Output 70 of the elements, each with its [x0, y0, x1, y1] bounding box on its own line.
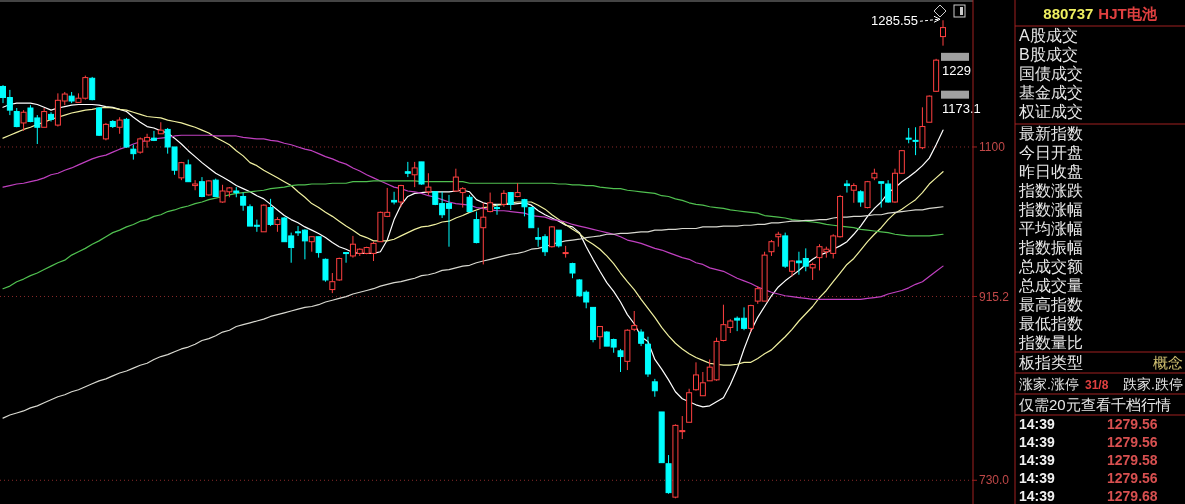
text: 国债成交	[1019, 65, 1083, 82]
text: 平均涨幅	[1019, 220, 1083, 237]
candlestick	[240, 192, 247, 212]
candlestick	[150, 130, 157, 142]
annotation: 1285.55	[871, 13, 918, 29]
candlestick	[343, 252, 350, 264]
text: 1279.68	[1107, 488, 1158, 504]
y-tick-label: 730.0	[979, 473, 1010, 488]
candlestick	[747, 304, 754, 333]
text: 权证成交	[1018, 103, 1083, 120]
candlestick	[41, 107, 48, 128]
text: 今日开盘	[1019, 144, 1083, 161]
text: 板指类型	[1018, 354, 1083, 371]
text: 14:39	[1019, 434, 1056, 450]
candlestick	[329, 272, 336, 294]
text: 涨家.涨停	[1019, 376, 1079, 392]
candlestick	[418, 161, 425, 186]
ref-line-label: 1229	[942, 62, 971, 78]
text: A股成交	[1019, 27, 1078, 44]
y-tick-label: 915.2	[979, 289, 1010, 304]
candlestick	[912, 126, 919, 156]
text: 最低指数	[1019, 315, 1083, 332]
line-series	[2, 206, 944, 419]
candlestick	[391, 191, 398, 205]
candlestick	[843, 179, 850, 194]
candlestick	[919, 106, 926, 150]
candlestick	[494, 203, 501, 216]
candlestick	[185, 159, 192, 183]
ref-line-label: 1173.1	[942, 100, 981, 116]
text: 14:39	[1019, 452, 1056, 468]
text: B股成交	[1019, 46, 1078, 63]
candlestick	[617, 348, 624, 373]
text: 指数量比	[1018, 334, 1083, 351]
text: 31/8	[1085, 378, 1109, 392]
candlestick	[425, 172, 432, 196]
candlestick	[322, 257, 329, 283]
text: 指数涨跌	[1018, 182, 1083, 199]
text: 总成交额	[1018, 258, 1083, 275]
text: 指数涨幅	[1018, 201, 1083, 218]
candlestick	[411, 161, 418, 188]
text: 1279.56	[1107, 434, 1158, 450]
text: 14:39	[1019, 416, 1056, 432]
text: 14:39	[1019, 470, 1056, 486]
text: 概念	[1153, 354, 1183, 371]
candlestick	[315, 236, 322, 259]
candlestick	[548, 225, 555, 249]
text: 14:39	[1019, 488, 1056, 504]
candlestick	[940, 19, 946, 47]
text: 1279.56	[1107, 470, 1158, 486]
candlestick	[631, 310, 638, 332]
text: 总成交量	[1018, 277, 1083, 294]
y-tick-label: 1100	[979, 140, 1006, 155]
candlestick	[20, 109, 27, 132]
text: 跌家.跌停	[1123, 376, 1183, 392]
candlestick	[850, 182, 857, 204]
candlestick	[267, 198, 274, 227]
text: 1279.58	[1107, 452, 1158, 468]
candlestick	[480, 202, 487, 265]
candlestick	[192, 179, 199, 191]
candlestick	[473, 211, 480, 244]
text: 仅需20元查看千档行情	[1019, 396, 1171, 413]
text: 最新指数	[1019, 125, 1083, 142]
text: 指数振幅	[1018, 239, 1083, 256]
candlestick	[596, 326, 603, 350]
text: 基金成交	[1019, 84, 1083, 101]
text: 昨日收盘	[1019, 163, 1083, 180]
text: 880737 HJT电池	[1043, 5, 1158, 22]
text: 最高指数	[1019, 296, 1083, 313]
text: 1279.56	[1107, 416, 1158, 432]
line-series	[2, 106, 944, 366]
